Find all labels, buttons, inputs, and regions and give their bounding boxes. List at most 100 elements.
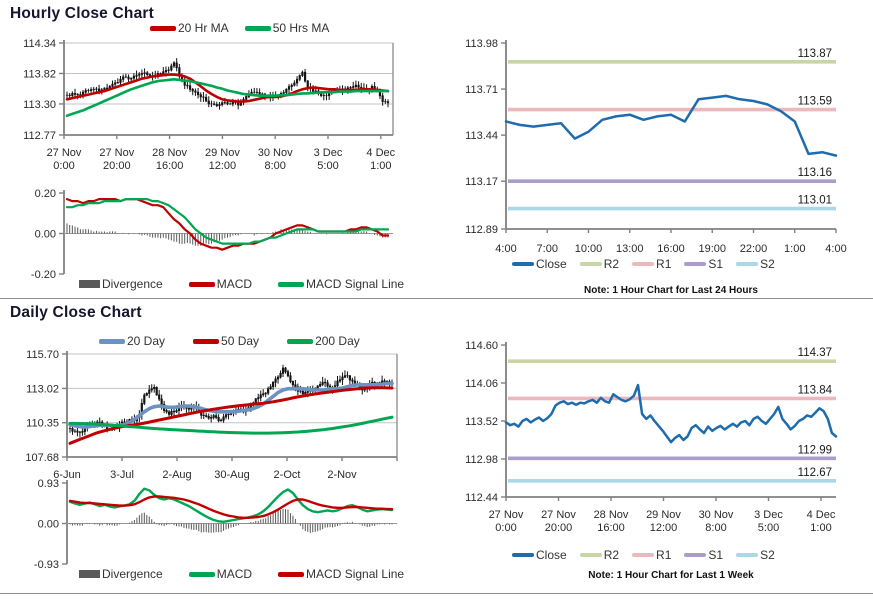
daily-price-ma-line-2 <box>68 415 394 435</box>
legend-item-20day: 20 Day <box>99 334 165 348</box>
hourly-sr-legend: Close R2 R1 S1 S2 <box>512 257 775 271</box>
legend-label: S1 <box>708 257 724 271</box>
daily-section-title: Daily Close Chart <box>10 304 142 321</box>
daily-price-chart: 115.70 113.02 110.35 107.68 6-Jun 3-Jul 2-Aug 3… <box>25 349 398 481</box>
svg-text:113.98: 113.98 <box>465 38 498 50</box>
r1-swatch-icon <box>632 262 655 266</box>
legend-item-s2: S2 <box>736 257 775 271</box>
daily-sr-note: Note: 1 Hour Chart for Last 1 Week <box>588 570 754 581</box>
r2-swatch-icon <box>579 553 602 557</box>
svg-text:27 Nov: 27 Nov <box>47 147 82 159</box>
svg-text:16:00: 16:00 <box>597 522 625 534</box>
daily-ma-legend: 20 Day 50 Day 200 Day <box>99 334 360 348</box>
ma50hr-swatch-icon <box>244 25 271 31</box>
svg-text:115.70: 115.70 <box>26 349 59 361</box>
legend-item-20hr-ma: 20 Hr MA <box>150 21 229 35</box>
svg-text:-0.20: -0.20 <box>31 269 56 281</box>
svg-text:113.71: 113.71 <box>465 84 498 96</box>
svg-text:3-Jul: 3-Jul <box>110 469 134 481</box>
svg-text:114.34: 114.34 <box>23 38 56 50</box>
svg-text:114.06: 114.06 <box>465 378 498 390</box>
legend-item-macd-signal: MACD Signal Line <box>278 277 404 291</box>
legend-label: 20 Day <box>127 334 166 348</box>
svg-text:8:00: 8:00 <box>705 522 726 534</box>
divergence-swatch-icon <box>79 280 100 288</box>
svg-text:113.16: 113.16 <box>798 167 832 179</box>
svg-text:16:00: 16:00 <box>156 160 184 172</box>
legend-label: 50 Hrs MA <box>272 21 330 35</box>
svg-text:4:00: 4:00 <box>495 243 516 255</box>
daily-macd-chart: 0.93 0.00 -0.93 <box>34 478 397 571</box>
svg-text:113.02: 113.02 <box>26 383 59 395</box>
daily-macd-divergence-bars <box>69 509 393 533</box>
svg-text:0.00: 0.00 <box>38 519 59 531</box>
ma20hr-swatch-icon <box>150 25 176 31</box>
legend-item-s2: S2 <box>736 548 775 562</box>
legend-label: MACD Signal Line <box>306 277 405 291</box>
svg-text:112.99: 112.99 <box>798 444 832 456</box>
legend-label: R2 <box>603 548 620 562</box>
ma50day-swatch-icon <box>193 338 220 344</box>
svg-text:5:00: 5:00 <box>758 522 779 534</box>
legend-label: MACD Signal Line <box>306 567 405 581</box>
hourly-sr-close-line <box>504 94 838 157</box>
legend-label: Close <box>536 548 567 562</box>
svg-text:12:00: 12:00 <box>650 522 678 534</box>
legend-label: Divergence <box>102 277 163 291</box>
svg-text:2-Nov: 2-Nov <box>327 469 357 481</box>
legend-label: R1 <box>656 548 672 562</box>
svg-text:113.17: 113.17 <box>465 176 498 188</box>
svg-text:27 Nov: 27 Nov <box>541 509 576 521</box>
legend-item-close: Close <box>512 257 567 271</box>
svg-text:110.35: 110.35 <box>26 418 59 430</box>
hourly-price-candles <box>65 58 390 110</box>
hourly-sr-note: Note: 1 Hour Chart for Last 24 Hours <box>584 285 758 296</box>
svg-text:112.67: 112.67 <box>798 467 832 479</box>
daily-macd-legend: Divergence MACD MACD Signal Line <box>79 567 404 581</box>
svg-text:10:00: 10:00 <box>575 243 603 255</box>
svg-text:-0.93: -0.93 <box>34 559 59 571</box>
svg-text:113.84: 113.84 <box>798 384 833 396</box>
svg-text:0.93: 0.93 <box>38 478 59 490</box>
ma200day-swatch-icon <box>287 338 314 344</box>
legend-item-macd: MACD <box>188 277 252 291</box>
svg-text:113.59: 113.59 <box>798 96 832 108</box>
section-divider <box>0 298 873 299</box>
legend-item-r1: R1 <box>632 257 671 271</box>
legend-item-r1: R1 <box>632 548 671 562</box>
svg-text:29 Nov: 29 Nov <box>205 147 240 159</box>
svg-text:114.60: 114.60 <box>465 340 498 352</box>
svg-text:0.20: 0.20 <box>35 188 56 200</box>
legend-item-50day: 50 Day <box>193 334 259 348</box>
legend-item-50hr-ma: 50 Hrs MA <box>244 21 330 35</box>
legend-label: S1 <box>708 548 724 562</box>
legend-item-close: Close <box>512 548 567 562</box>
svg-text:112.89: 112.89 <box>465 224 498 236</box>
svg-text:0:00: 0:00 <box>495 522 516 534</box>
svg-text:29 Nov: 29 Nov <box>646 509 681 521</box>
svg-text:113.52: 113.52 <box>465 416 498 428</box>
svg-text:30 Nov: 30 Nov <box>258 147 293 159</box>
svg-text:3 Dec: 3 Dec <box>754 509 783 521</box>
ma20day-swatch-icon <box>99 338 125 344</box>
svg-text:4 Dec: 4 Dec <box>807 509 836 521</box>
s2-swatch-icon <box>736 262 759 266</box>
daily-macd-line-1 <box>68 495 394 519</box>
s1-swatch-icon <box>684 553 707 557</box>
svg-text:5:00: 5:00 <box>317 160 338 172</box>
macd-signal-swatch-icon <box>278 571 305 577</box>
svg-text:114.37: 114.37 <box>798 347 832 359</box>
svg-text:1:00: 1:00 <box>370 160 391 172</box>
svg-text:20:00: 20:00 <box>103 160 131 172</box>
svg-text:30-Aug: 30-Aug <box>214 469 249 481</box>
svg-text:30 Nov: 30 Nov <box>699 509 734 521</box>
svg-text:3 Dec: 3 Dec <box>314 147 343 159</box>
svg-text:113.01: 113.01 <box>798 195 832 207</box>
legend-item-divergence: Divergence <box>79 567 163 581</box>
svg-text:12:00: 12:00 <box>209 160 237 172</box>
hourly-price-ma-line-1 <box>65 78 390 117</box>
legend-label: S2 <box>760 548 775 562</box>
